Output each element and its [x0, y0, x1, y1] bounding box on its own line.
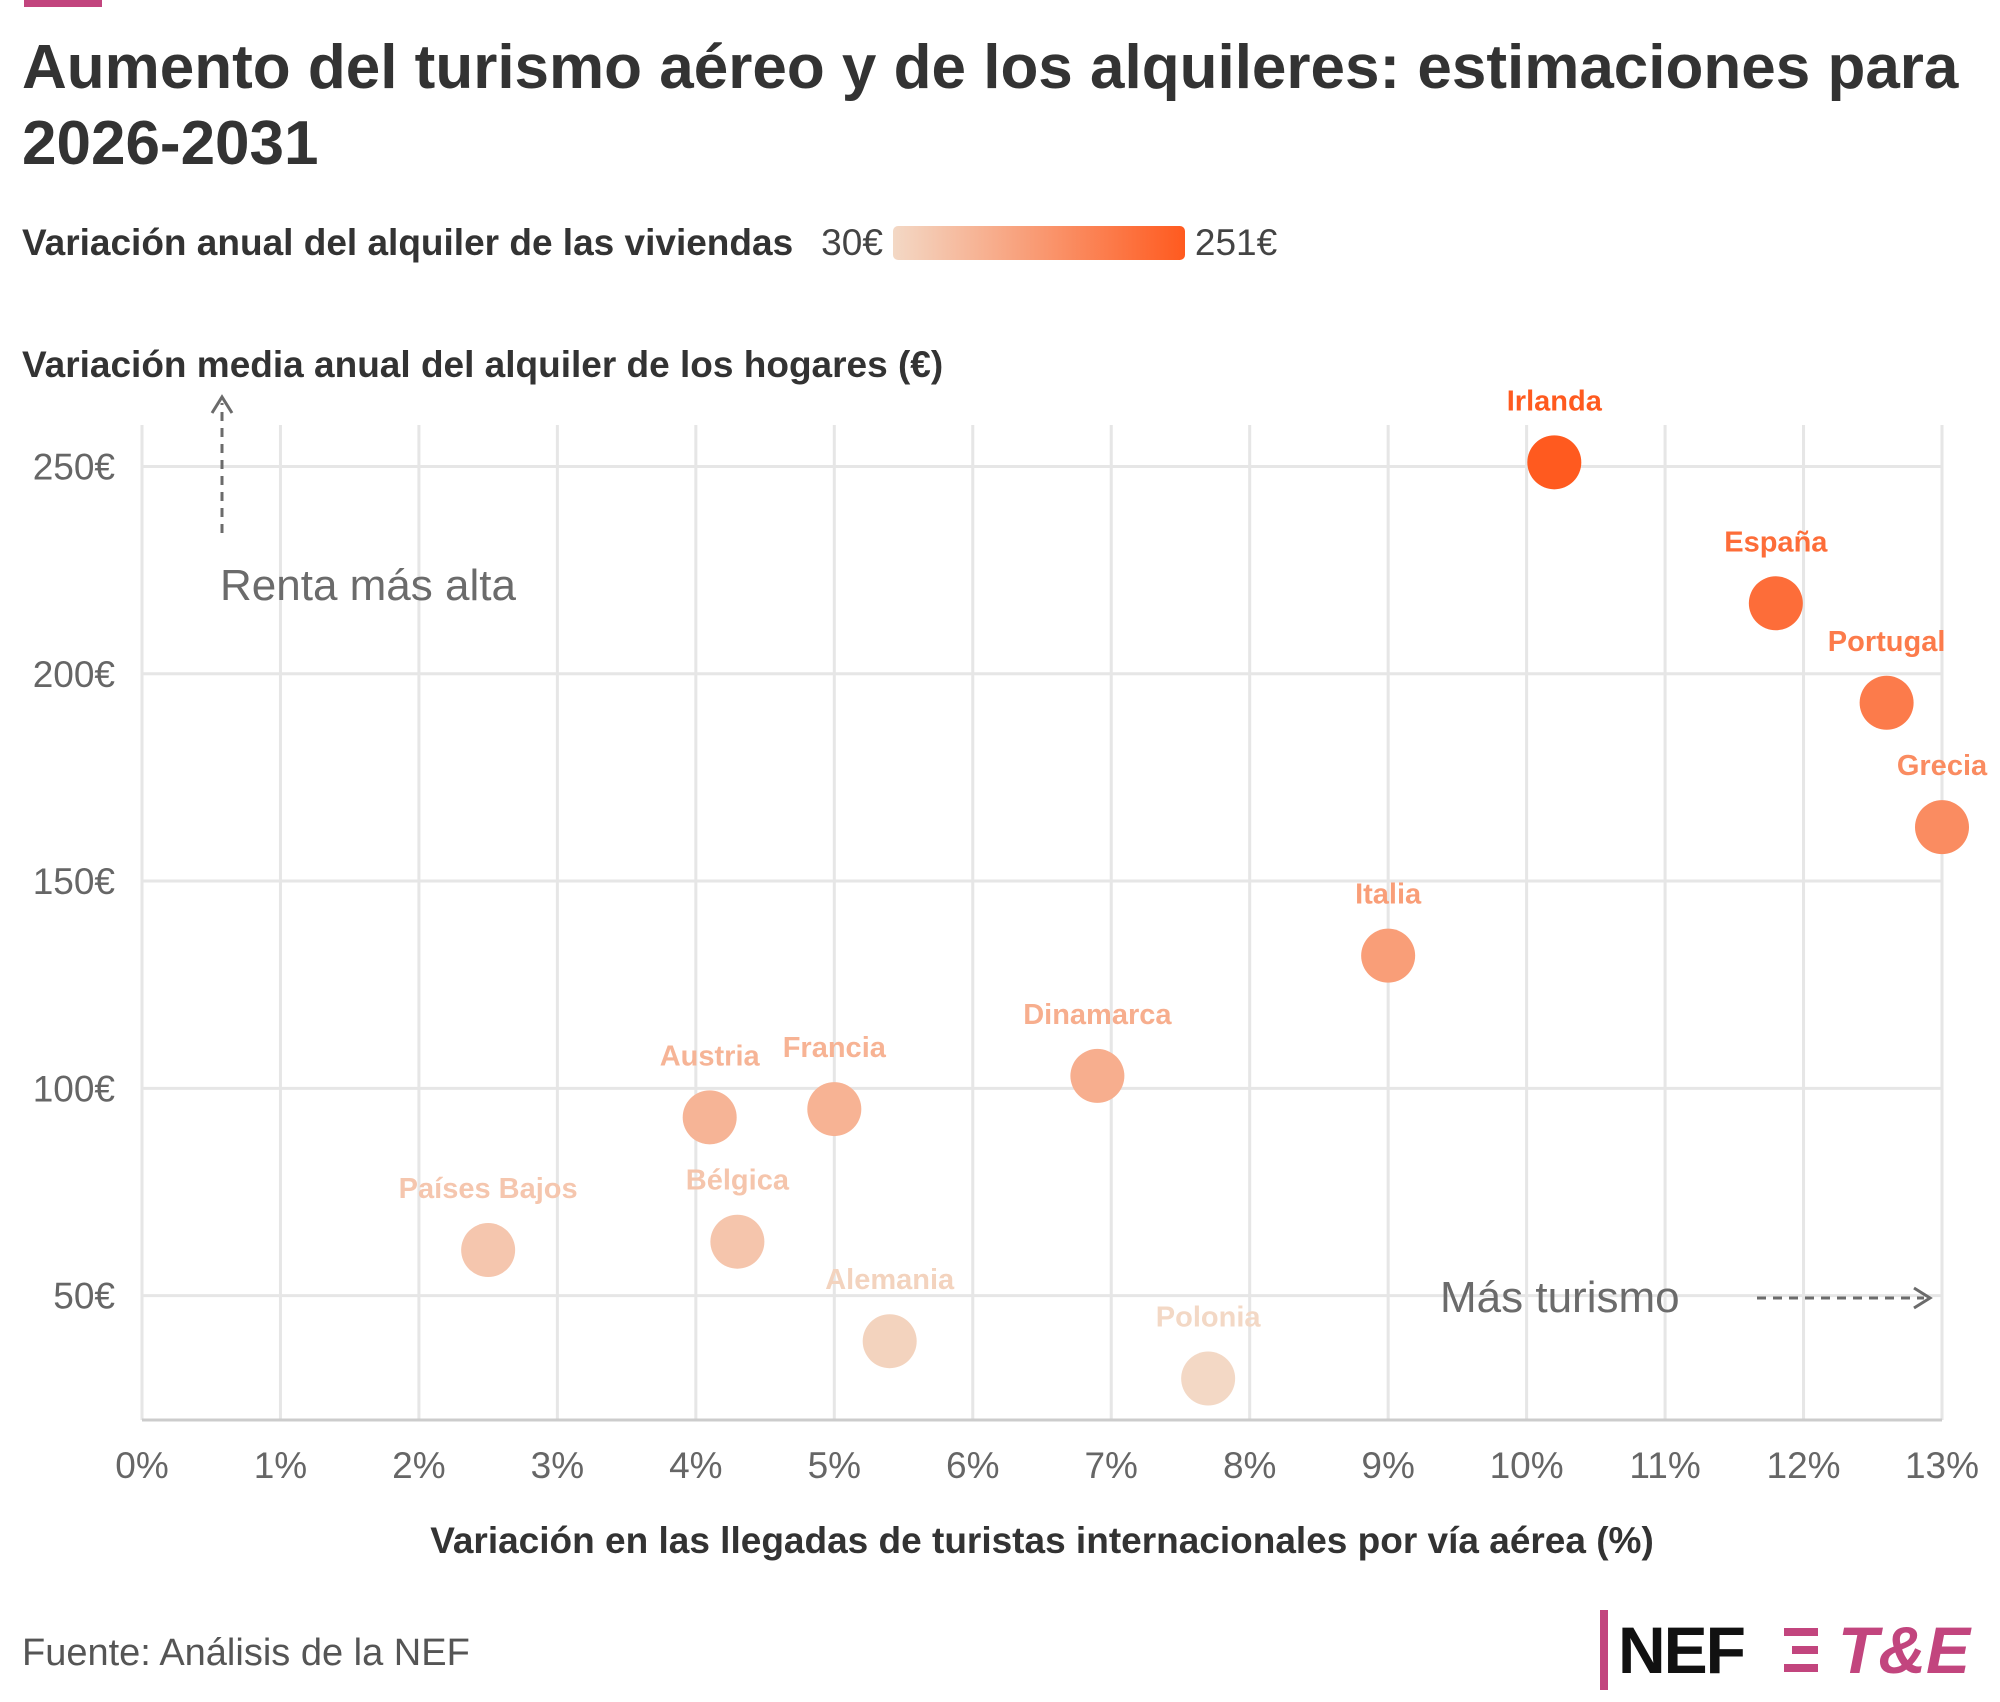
data-point-label: Grecia — [1897, 750, 1988, 782]
x-tick-label: 4% — [669, 1445, 722, 1486]
x-tick-label: 6% — [946, 1445, 999, 1486]
data-point — [1859, 675, 1914, 730]
x-tick-label: 9% — [1361, 1445, 1414, 1486]
data-point — [862, 1314, 917, 1369]
y-tick-label: 150€ — [33, 861, 116, 902]
data-point — [1070, 1048, 1125, 1103]
legend-gradient-bar — [892, 226, 1185, 260]
scatter-chart: 0% 1% 2% 3% 4% 5% 6% 7% 8% 9% 10% 11% 12% 13% 50€ 100€ 1… — [22, 344, 1988, 1561]
te-icon-stripe — [1784, 1628, 1818, 1636]
data-point — [1915, 800, 1969, 855]
data-point-label: Austria — [660, 1040, 761, 1072]
data-point — [682, 1090, 737, 1145]
data-point-label: Países Bajos — [399, 1173, 578, 1205]
legend-min-label: 30€ — [821, 222, 883, 263]
source-note: Fuente: Análisis de la NEF — [22, 1632, 470, 1674]
legend-max-label: 251€ — [1194, 222, 1278, 263]
y-tick-label: 200€ — [33, 654, 116, 695]
x-tick-label: 13% — [1905, 1445, 1979, 1486]
y-annotation-arrowhead — [210, 394, 234, 414]
data-point-label: Francia — [783, 1032, 887, 1064]
x-tick-label: 1% — [254, 1445, 307, 1486]
chart-title: Aumento del turismo aéreo y de los alqui… — [22, 33, 1959, 178]
nef-logo-bar — [1600, 1610, 1608, 1690]
data-point-label: Portugal — [1828, 626, 1946, 658]
data-point-label: Alemania — [825, 1264, 955, 1296]
annotations: Renta más alta Más turismo — [210, 394, 1933, 1322]
axes: 0% 1% 2% 3% 4% 5% 6% 7% 8% 9% 10% 11% 12% 13% 50€ 100€ 1… — [22, 344, 1979, 1561]
data-point-label: Bélgica — [686, 1165, 790, 1197]
data-point — [1361, 928, 1416, 983]
x-tick-label: 5% — [808, 1445, 861, 1486]
x-annotation-arrowhead — [1913, 1286, 1933, 1310]
data-point — [461, 1223, 516, 1278]
legend-title: Variación anual del alquiler de las vivi… — [22, 222, 794, 263]
x-annotation-text: Más turismo — [1440, 1273, 1680, 1322]
nef-logo: NEF — [1618, 1613, 1746, 1687]
x-tick-label: 8% — [1223, 1445, 1276, 1486]
y-tick-label: 50€ — [53, 1276, 115, 1317]
color-legend: Variación anual del alquiler de las vivi… — [22, 215, 1277, 271]
te-logo: T&E — [1838, 1613, 1970, 1687]
te-icon-stripe — [1784, 1664, 1818, 1672]
data-point-label: Polonia — [1156, 1302, 1262, 1334]
grid-lines — [140, 425, 1944, 1420]
x-axis-label: Variación en las llegadas de turistas in… — [430, 1520, 1654, 1561]
y-annotation-text: Renta más alta — [220, 561, 516, 610]
x-tick-label: 3% — [531, 1445, 584, 1486]
data-point — [1748, 576, 1803, 631]
data-point-label: Dinamarca — [1023, 999, 1172, 1031]
data-point — [710, 1214, 765, 1269]
te-logo-icon — [1784, 1628, 1818, 1672]
data-point — [1527, 435, 1582, 490]
data-point-label: Irlanda — [1507, 385, 1603, 417]
top-accent-bar — [24, 0, 102, 7]
x-tick-label: 7% — [1084, 1445, 1137, 1486]
y-axis-label: Variación media anual del alquiler de lo… — [22, 344, 943, 385]
x-tick-label: 12% — [1767, 1445, 1841, 1486]
data-point-label: España — [1724, 526, 1828, 558]
y-tick-label: 250€ — [33, 446, 116, 487]
data-point — [807, 1082, 862, 1137]
x-tick-label: 2% — [392, 1445, 445, 1486]
x-tick-label: 10% — [1490, 1445, 1564, 1486]
data-point — [1181, 1351, 1236, 1406]
y-tick-label: 100€ — [33, 1068, 116, 1109]
logos: NEF T&E — [1600, 1610, 1970, 1690]
data-point-label: Italia — [1355, 879, 1422, 911]
te-icon-stripe — [1792, 1646, 1818, 1654]
data-points: Irlanda España Portugal Grecia Italia Dinamar… — [399, 385, 1988, 1406]
x-tick-label: 0% — [115, 1445, 168, 1486]
x-tick-label: 11% — [1629, 1445, 1700, 1486]
